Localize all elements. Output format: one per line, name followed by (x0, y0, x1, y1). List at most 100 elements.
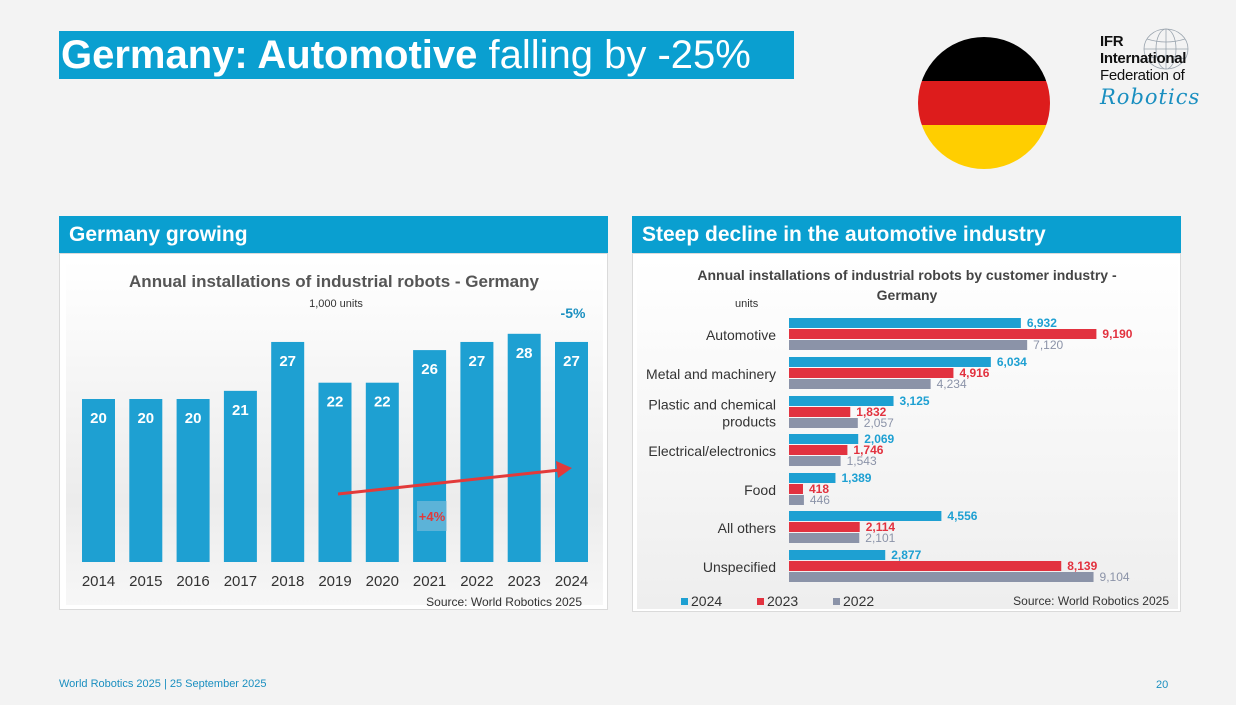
category-label-3-0: Electrical/electronics (648, 443, 776, 459)
right-chart-panel: Annual installations of industrial robot… (632, 253, 1181, 612)
category-label-6-0: Unspecified (703, 559, 776, 575)
bar-2024 (555, 341, 588, 562)
customer-industry-chart: Annual installations of industrial robot… (637, 258, 1178, 609)
trend-arrow-line (337, 468, 561, 496)
left-panel-header: Germany growing (59, 216, 608, 253)
bar-label-2016: 20 (185, 410, 202, 427)
legend-label-2024: 2024 (691, 593, 722, 609)
bar-2024-0 (789, 318, 1021, 328)
bar-label-2014: 20 (90, 410, 107, 427)
bar-2022-5 (789, 533, 860, 543)
bar-label-2020: 22 (374, 394, 391, 411)
ifr-logo: IFR International Federation of Robotics (1100, 28, 1220, 113)
bar-label-2019: 22 (327, 394, 344, 411)
bar-label-2021: 26 (421, 361, 438, 378)
unit-label: units (735, 298, 759, 310)
chart-source: Source: World Robotics 2025 (426, 595, 582, 609)
value-label-2023-0: 9,190 (1102, 327, 1132, 341)
bar-label-2015: 20 (137, 410, 154, 427)
bar-2024-1 (789, 357, 991, 367)
slide-title: Germany: Automotive falling by -25% (59, 31, 794, 79)
value-label-2022-1: 4,234 (937, 377, 967, 391)
bar-2023-0 (789, 329, 1097, 339)
page-number: 20 (1156, 679, 1169, 691)
category-label-4-0: Food (744, 482, 776, 498)
value-label-2022-5: 2,101 (865, 531, 895, 545)
value-label-2024-4: 1,389 (841, 471, 871, 485)
trend-label: +4% (419, 509, 446, 524)
legend-swatch-2022 (833, 598, 840, 605)
bar-2023-1 (789, 368, 954, 378)
bar-2015 (129, 399, 163, 562)
category-label-0-0: Automotive (706, 327, 776, 343)
value-label-2023-3: 1,746 (853, 443, 883, 457)
value-label-2022-3: 1,543 (847, 454, 877, 468)
bar-2019 (318, 382, 352, 562)
bar-2023-2 (789, 407, 851, 417)
logo-line-ifr: IFR (1100, 33, 1124, 50)
bar-2016 (176, 399, 210, 562)
slide-title-rest: falling by -25% (477, 33, 751, 77)
category-label-2-1: products (722, 414, 776, 430)
bar-2023-5 (789, 522, 860, 532)
logo-line-international: International (1100, 50, 1187, 67)
globe-icon (1143, 28, 1189, 70)
legend-swatch-2024 (681, 598, 688, 605)
x-tick-2017: 2017 (224, 573, 257, 590)
trend-label-box (417, 501, 447, 531)
value-label-2024-1: 6,034 (997, 355, 1027, 369)
bar-label-2023: 28 (516, 345, 533, 362)
change-annotation: -5% (561, 305, 586, 321)
category-label-1-0: Metal and machinery (646, 366, 776, 382)
value-label-2022-0: 7,120 (1033, 338, 1063, 352)
value-label-2023-4: 418 (809, 482, 829, 496)
bar-2020 (365, 382, 399, 562)
footer-text: World Robotics 2025 | 25 September 2025 (59, 678, 267, 690)
bar-2023-6 (789, 561, 1062, 571)
bar-2022-4 (789, 495, 804, 505)
bar-label-2017: 21 (232, 402, 249, 419)
bar-2022-6 (789, 572, 1094, 582)
x-tick-2024: 2024 (555, 573, 588, 590)
bar-2022-0 (789, 340, 1028, 350)
bar-2024-4 (789, 473, 836, 483)
logo-line-federation: Federation of (1100, 67, 1185, 84)
value-label-2024-0: 6,932 (1027, 316, 1057, 330)
x-tick-2023: 2023 (508, 573, 541, 590)
x-tick-2015: 2015 (129, 573, 162, 590)
bar-2024-3 (789, 434, 859, 444)
x-tick-2018: 2018 (271, 573, 304, 590)
plot-background (637, 258, 1178, 609)
bar-2022-2 (789, 418, 858, 428)
bar-2014 (82, 399, 115, 562)
logo-line-robotics: Robotics (1100, 85, 1201, 109)
value-label-2024-5: 4,556 (947, 509, 977, 523)
category-label-5-0: All others (718, 520, 776, 536)
right-panel-header: Steep decline in the automotive industry (632, 216, 1181, 253)
chart-source: Source: World Robotics 2025 (1013, 594, 1169, 608)
value-label-2022-6: 9,104 (1100, 570, 1130, 584)
value-label-2024-3: 2,069 (864, 432, 894, 446)
annual-installations-chart: Annual installations of industrial robot… (66, 260, 603, 609)
germany-flag-icon (918, 37, 1050, 169)
chart-subtitle: 1,000 units (309, 298, 363, 310)
x-tick-2016: 2016 (176, 573, 209, 590)
value-label-2023-2: 1,832 (856, 405, 886, 419)
flag-band-black (918, 37, 1050, 81)
bar-2024-2 (789, 396, 894, 406)
bar-2024-6 (789, 550, 886, 560)
bar-2023-3 (789, 445, 848, 455)
x-tick-2014: 2014 (82, 573, 115, 590)
bar-2017 (223, 390, 257, 562)
legend-label-2022: 2022 (843, 593, 874, 609)
legend-label-2023: 2023 (767, 593, 798, 609)
bar-label-2022: 27 (469, 353, 486, 370)
bar-2022 (460, 341, 494, 562)
x-tick-2019: 2019 (318, 573, 351, 590)
flag-band-red (918, 81, 1050, 125)
trend-arrow-head (556, 461, 572, 478)
left-chart-panel: Annual installations of industrial robot… (59, 253, 608, 610)
bar-2023 (507, 333, 541, 562)
bar-label-2018: 27 (279, 353, 296, 370)
bar-2024-5 (789, 511, 942, 521)
